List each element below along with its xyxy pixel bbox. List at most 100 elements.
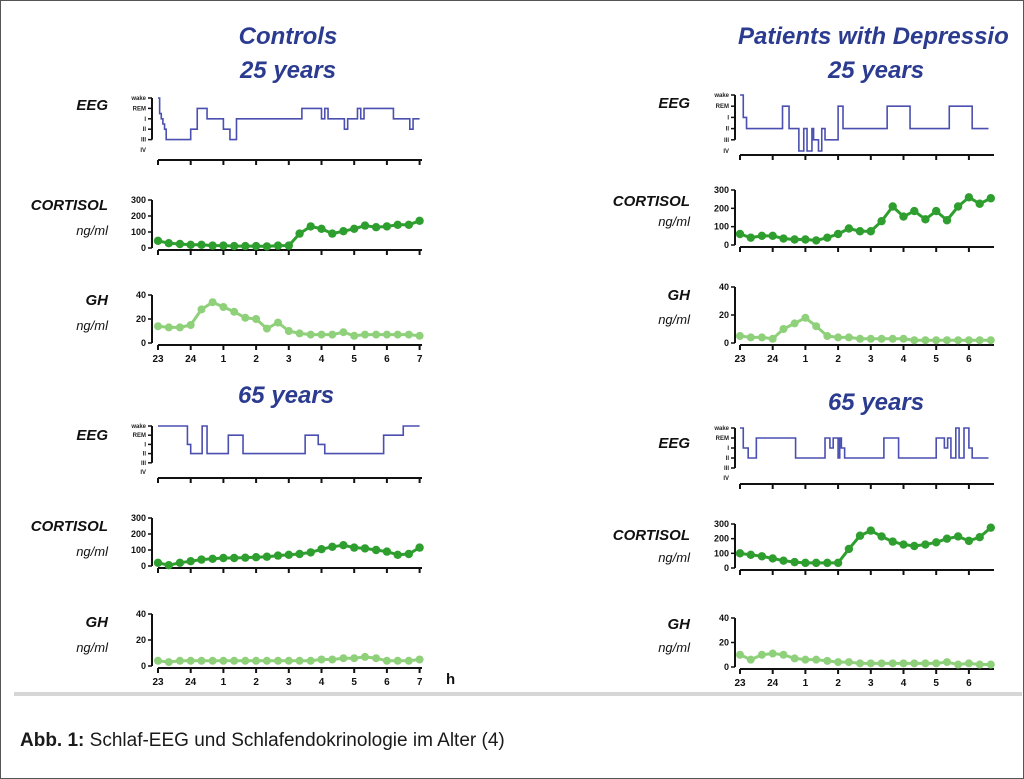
x-tick-label: 2: [835, 678, 841, 689]
gh-data-point: [921, 336, 930, 345]
gh-data-point: [975, 660, 984, 669]
gh-data-point: [360, 330, 369, 339]
cortisol-y-tick-label: 300: [714, 185, 729, 195]
eeg-level-label: II: [726, 456, 730, 462]
eeg-hypnogram-line: [158, 425, 420, 455]
gh-data-point: [954, 660, 963, 669]
gh-y-tick-label: 40: [719, 613, 729, 623]
x-tick-label: 1: [803, 354, 809, 365]
cortisol-data-point: [251, 241, 261, 251]
cortisol-data-point: [932, 206, 941, 216]
gh-y-tick-label: 0: [141, 338, 146, 348]
gh-data-point: [328, 655, 337, 664]
cortisol-data-point: [219, 241, 228, 250]
cortisol-data-point: [964, 536, 974, 546]
x-unit-label: h: [446, 671, 455, 688]
cortisol-data-point: [382, 547, 392, 556]
x-tick-label: 6: [384, 677, 390, 688]
gh-data-point: [317, 330, 326, 339]
eeg-hypnogram-line: [740, 427, 989, 459]
gh-data-point: [757, 650, 766, 659]
cortisol-data-point: [175, 558, 185, 567]
cortisol-data-point: [229, 241, 239, 251]
gh-y-tick-label: 0: [724, 338, 729, 348]
cortisol-data-point: [219, 553, 228, 563]
cortisol-data-point: [328, 229, 337, 238]
cortisol-data-point: [735, 229, 745, 239]
x-tick-label: 23: [734, 354, 746, 365]
gh-data-point: [964, 659, 973, 668]
gh-data-point: [746, 333, 755, 342]
cortisol-data-point: [229, 553, 239, 563]
gh-data-point: [834, 333, 843, 342]
gh-y-tick-label: 40: [136, 290, 146, 300]
x-tick-label: 3: [286, 354, 292, 365]
gh-data-point: [888, 334, 897, 343]
x-tick-label: 3: [286, 677, 292, 688]
cortisol-data-point: [735, 549, 745, 558]
cortisol-unit: ng/ml: [76, 223, 109, 238]
gh-data-point: [382, 330, 391, 339]
x-tick-label: 24: [185, 354, 197, 365]
title-depression: Patients with Depressio: [738, 23, 1009, 50]
gh-y-tick-label: 40: [719, 282, 729, 292]
cortisol-data-point: [317, 224, 326, 233]
x-tick-label: 4: [319, 354, 325, 365]
cortisol-data-point: [251, 553, 261, 562]
cortisol-data-point: [306, 548, 315, 557]
cortisol-data-point: [350, 224, 359, 233]
cortisol-data-point: [241, 241, 250, 251]
gh-unit: ng/ml: [76, 640, 109, 655]
eeg-level-label: IV: [140, 470, 146, 476]
x-tick-label: 6: [966, 678, 972, 689]
cortisol-data-point: [328, 542, 337, 551]
cortisol-data-point: [910, 206, 919, 216]
gh-data-point: [834, 658, 843, 667]
cortisol-y-tick-label: 0: [724, 563, 729, 573]
cortisol-data-point: [986, 523, 996, 532]
title-controls: Controls: [239, 23, 338, 50]
cortisol-data-point: [415, 216, 424, 225]
gh-data-point: [736, 650, 744, 659]
x-tick-label: 4: [901, 678, 907, 689]
gh-data-point: [328, 330, 337, 339]
x-tick-label: 23: [152, 677, 164, 688]
eeg-hypnogram-line: [158, 97, 420, 141]
eeg-level-label: wake: [713, 426, 729, 432]
cortisol-label: CORTISOL: [31, 197, 108, 214]
cortisol-data-point: [208, 241, 217, 250]
gh-data-point: [372, 654, 381, 663]
gh-data-point: [779, 325, 788, 333]
cortisol-data-point: [164, 239, 173, 248]
eeg-level-label: II: [143, 127, 147, 133]
gh-data-point: [888, 659, 897, 668]
cortisol-y-tick-label: 100: [131, 227, 146, 237]
eeg-level-label: I: [144, 442, 146, 448]
gh-data-point: [812, 655, 821, 664]
gh-data-point: [382, 656, 391, 665]
gh-data-point: [866, 334, 875, 343]
cortisol-y-tick-label: 100: [714, 548, 729, 558]
cortisol-data-point: [921, 215, 930, 224]
cortisol-data-point: [317, 545, 326, 554]
gh-data-point: [284, 656, 293, 665]
gh-data-point: [208, 298, 217, 307]
gh-data-point: [208, 656, 217, 665]
cortisol-data-point: [899, 212, 908, 221]
x-tick-label: 4: [901, 354, 907, 365]
cortisol-data-point: [790, 235, 799, 244]
gh-data-point: [844, 333, 853, 342]
gh-data-point: [779, 650, 788, 659]
gh-data-point: [986, 336, 995, 345]
cortisol-data-point: [790, 557, 799, 567]
gh-data-point: [768, 649, 777, 658]
gh-y-tick-label: 0: [141, 661, 146, 671]
x-tick-label: 23: [152, 354, 164, 365]
gh-data-point: [844, 658, 853, 667]
gh-data-point: [252, 315, 261, 323]
cortisol-data-point: [339, 227, 348, 236]
gh-data-point: [790, 319, 799, 328]
cortisol-data-point: [833, 229, 843, 239]
